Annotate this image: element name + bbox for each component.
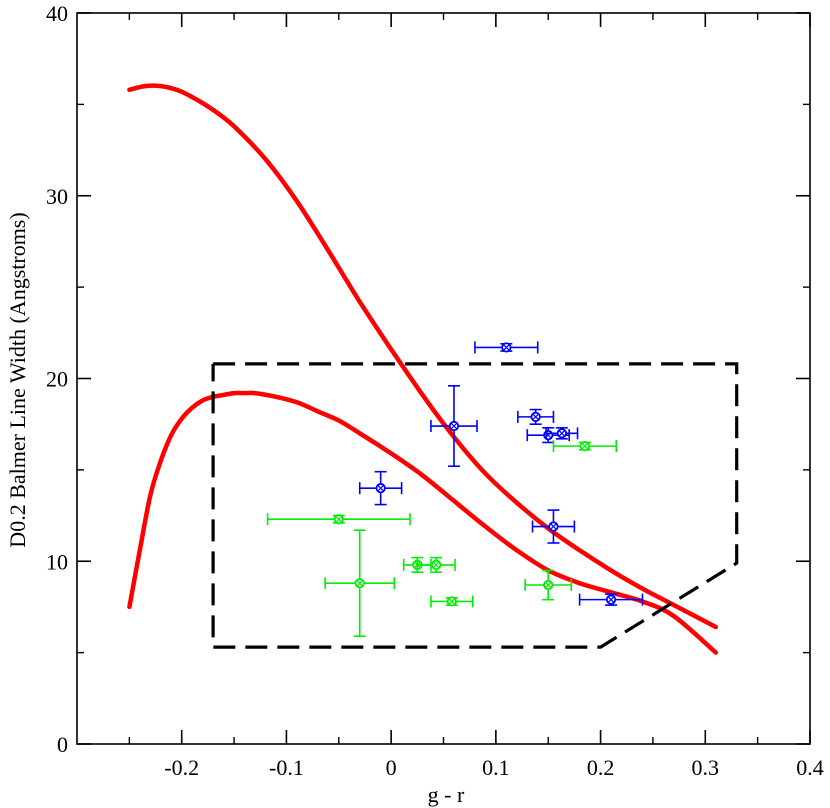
green-point-6 bbox=[430, 595, 474, 608]
x-tick-label: 0.1 bbox=[482, 755, 510, 780]
marker-cross bbox=[433, 561, 440, 568]
x-tick-label: -0.1 bbox=[269, 755, 304, 780]
y-axis-title: D0.2 Balmer Line Width (Angstroms) bbox=[5, 212, 30, 547]
y-tick-label: 30 bbox=[46, 184, 68, 209]
x-tick-label: 0 bbox=[386, 755, 397, 780]
y-tick-label: 40 bbox=[46, 1, 68, 26]
x-tick-label: 0.4 bbox=[796, 755, 824, 780]
model-curves bbox=[127, 83, 719, 655]
green-point-1 bbox=[552, 440, 618, 453]
marker-cross bbox=[532, 413, 539, 420]
green-point-7 bbox=[524, 569, 573, 601]
x-tick-label: 0.3 bbox=[692, 755, 720, 780]
green-point-5 bbox=[416, 556, 456, 574]
x-tick-label: 0.2 bbox=[587, 755, 615, 780]
y-tick-label: 0 bbox=[57, 732, 68, 757]
green-point-2 bbox=[266, 513, 411, 526]
marker-cross bbox=[450, 422, 457, 430]
marker-cross bbox=[335, 516, 342, 523]
blue-point-5 bbox=[545, 427, 579, 440]
marker-cross bbox=[558, 430, 565, 437]
y-tick-label: 10 bbox=[46, 549, 68, 574]
x-axis: -0.2 -0.1 0 0.1 0.2 0.3 0.4 bbox=[128, 13, 824, 780]
y-axis: 0 10 20 30 40 bbox=[46, 1, 810, 757]
plot-frame bbox=[76, 12, 811, 745]
x-axis-title: g - r bbox=[428, 782, 465, 807]
marker-cross bbox=[550, 523, 557, 530]
y-tick-label: 20 bbox=[46, 367, 68, 392]
blue-point-3 bbox=[517, 408, 555, 425]
x-tick-label: -0.2 bbox=[164, 755, 199, 780]
blue-point-8 bbox=[578, 593, 644, 606]
selection-box-outline bbox=[211, 362, 739, 649]
blue-point-1 bbox=[474, 341, 539, 354]
marker-cross bbox=[377, 485, 384, 492]
blue-point-2 bbox=[430, 385, 478, 468]
data-points bbox=[266, 341, 644, 637]
green-point-3 bbox=[324, 529, 396, 637]
model-curve-2 bbox=[127, 390, 719, 655]
marker-cross bbox=[356, 580, 363, 587]
selection-box bbox=[211, 362, 739, 649]
marker-cross bbox=[545, 581, 552, 589]
marker-cross bbox=[581, 443, 588, 450]
marker-cross bbox=[503, 344, 510, 351]
marker-cross bbox=[608, 596, 615, 603]
model-curve-1 bbox=[127, 83, 719, 630]
marker-cross bbox=[448, 598, 455, 605]
blue-point-6 bbox=[358, 470, 403, 506]
blue-point-7 bbox=[531, 509, 576, 544]
